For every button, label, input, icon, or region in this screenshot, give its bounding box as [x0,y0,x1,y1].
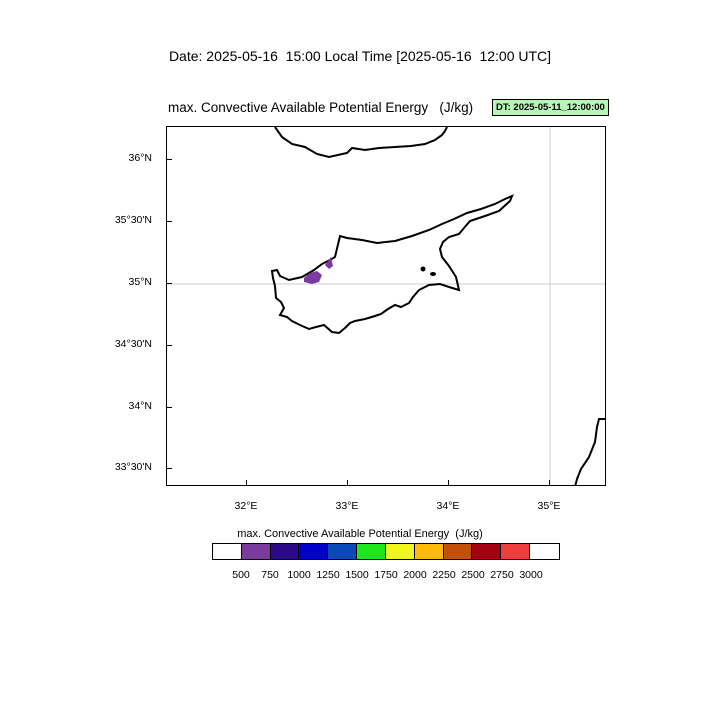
colorbar-level-label: 3000 [519,569,543,581]
lat-label: 34°N [128,400,152,412]
dt-badge: DT: 2025-05-11_12:00:00 [492,99,609,116]
colorbar-title: max. Convective Available Potential Ener… [237,528,483,540]
colorbar-swatch [328,544,358,559]
lon-label: 32°E [234,500,258,512]
colorbar-level-label: 1000 [287,569,311,581]
colorbar-level-label: 2250 [432,569,456,581]
colorbar-level-label: 2000 [403,569,427,581]
colorbar-swatch [530,544,559,559]
lon-tick [347,480,348,486]
lat-tick [166,159,172,160]
colorbar-level-label: 2500 [461,569,485,581]
date-line: Date: 2025-05-16 15:00 Local Time [2025-… [168,48,552,64]
colorbar-swatch [270,544,300,559]
colorbar-swatch [472,544,502,559]
lon-label: 34°E [436,500,460,512]
lat-label: 33°30'N [114,461,152,473]
map-frame [166,126,606,486]
lat-tick [166,407,172,408]
lon-label: 35°E [537,500,561,512]
colorbar-swatch [241,544,271,559]
island-islet [430,272,436,276]
lon-label: 33°E [335,500,359,512]
lon-tick [448,480,449,486]
colorbar-level-label: 500 [232,569,250,581]
colorbar-level-label: 750 [261,569,279,581]
colorbar-level-label: 1250 [316,569,340,581]
colorbar-swatch [443,544,473,559]
lat-tick [166,345,172,346]
lat-tick [166,221,172,222]
map-canvas [167,127,605,485]
levant-coastline [574,418,605,485]
colorbar-swatch [501,544,531,559]
island-islet [420,266,426,272]
turkey-coastline [274,127,448,159]
cyprus-coastline [270,194,514,335]
lat-label: 35°30'N [114,214,152,226]
lat-tick [166,283,172,284]
lat-label: 36°N [128,152,152,164]
colorbar-swatch [299,544,329,559]
lon-tick [246,480,247,486]
map-title: max. Convective Available Potential Ener… [168,100,474,115]
colorbar-swatch [385,544,415,559]
lat-label: 35°N [128,276,152,288]
lat-tick [166,468,172,469]
colorbar-level-label: 2750 [490,569,514,581]
colorbar-swatch [357,544,386,559]
lon-tick [549,480,550,486]
colorbar-swatch [414,544,444,559]
colorbar-swatch [213,544,242,559]
colorbar-level-label: 1750 [374,569,398,581]
lat-label: 34°30'N [114,338,152,350]
colorbar [212,543,560,560]
colorbar-level-label: 1500 [345,569,369,581]
cape-patch [304,257,333,284]
